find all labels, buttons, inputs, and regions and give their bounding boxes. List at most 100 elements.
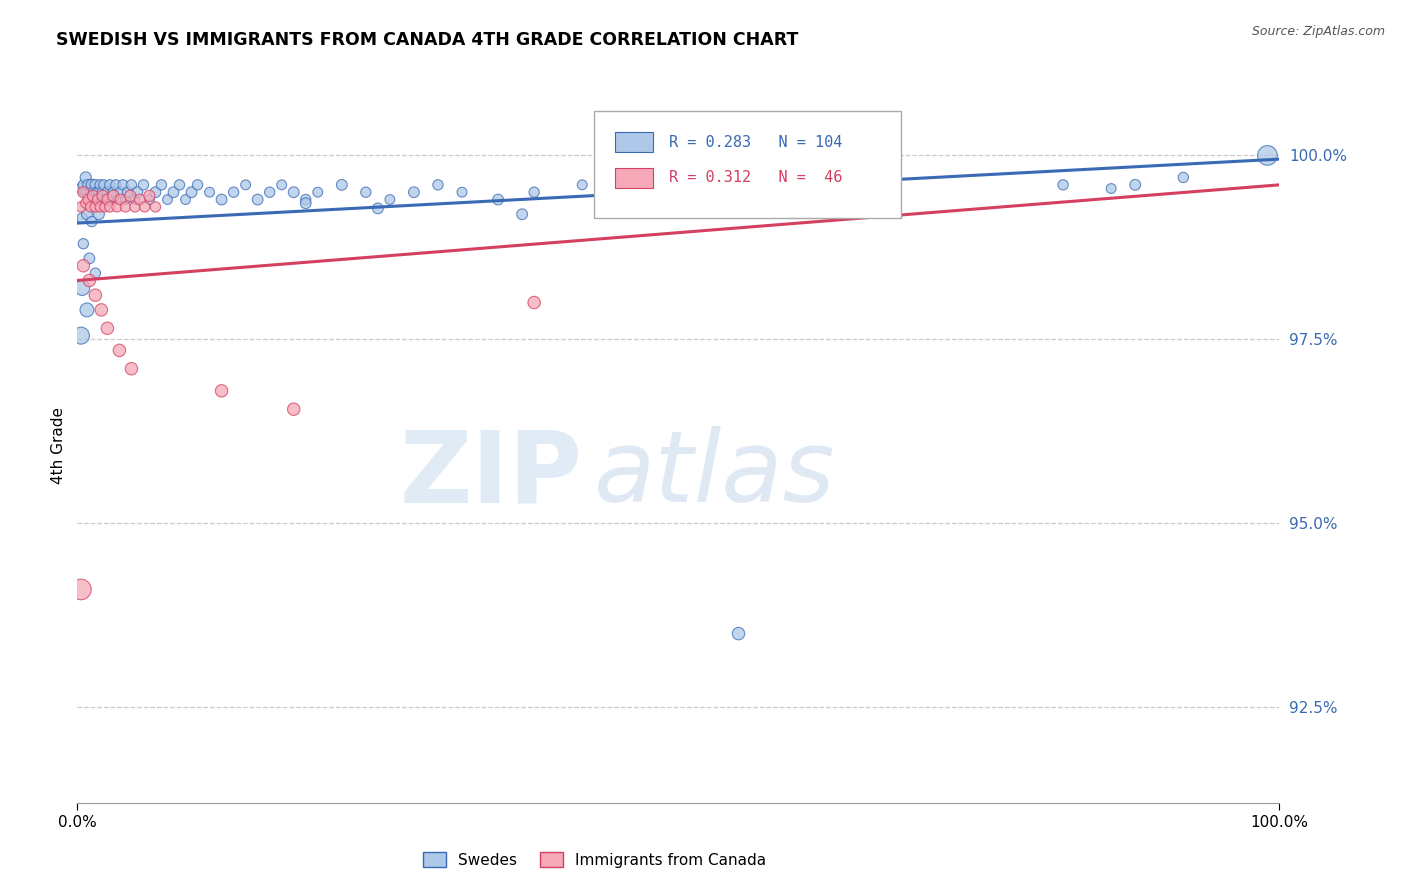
- Point: [77, 178, 100, 192]
- Point: [128, 193, 150, 207]
- Point: [367, 202, 389, 216]
- Point: [283, 185, 305, 199]
- Point: [402, 185, 425, 199]
- Point: [72, 259, 94, 273]
- Point: [145, 185, 167, 199]
- Point: [114, 200, 136, 214]
- Point: [96, 185, 118, 199]
- Point: [73, 185, 96, 199]
- Point: [138, 193, 160, 207]
- Point: [523, 295, 546, 310]
- Point: [1123, 178, 1146, 192]
- Point: [222, 185, 245, 199]
- Point: [523, 185, 546, 199]
- Bar: [614, 168, 654, 187]
- Point: [72, 178, 94, 192]
- Point: [124, 200, 146, 214]
- Point: [108, 343, 131, 358]
- Point: [82, 185, 104, 199]
- Point: [79, 252, 101, 266]
- Point: [132, 178, 155, 192]
- Point: [354, 185, 377, 199]
- Point: [607, 193, 630, 207]
- Point: [180, 185, 202, 199]
- Text: SWEDISH VS IMMIGRANTS FROM CANADA 4TH GRADE CORRELATION CHART: SWEDISH VS IMMIGRANTS FROM CANADA 4TH GR…: [56, 31, 799, 49]
- Point: [486, 193, 509, 207]
- Point: [120, 361, 142, 376]
- Point: [145, 200, 167, 214]
- Point: [294, 193, 316, 207]
- Point: [451, 185, 474, 199]
- Point: [124, 193, 146, 207]
- Point: [84, 266, 107, 280]
- Point: [70, 281, 93, 295]
- Point: [87, 207, 110, 221]
- Text: R = 0.312   N =  46: R = 0.312 N = 46: [669, 170, 842, 186]
- Point: [283, 402, 305, 417]
- Point: [84, 288, 107, 302]
- Point: [270, 178, 292, 192]
- Point: [156, 193, 179, 207]
- Point: [79, 273, 101, 287]
- Point: [70, 211, 93, 225]
- Point: [90, 193, 112, 207]
- Point: [162, 185, 184, 199]
- Point: [80, 214, 103, 228]
- Point: [174, 193, 197, 207]
- Point: [1256, 148, 1278, 162]
- Point: [79, 193, 101, 207]
- Point: [93, 178, 115, 192]
- Text: R = 0.283   N = 104: R = 0.283 N = 104: [669, 135, 842, 150]
- Point: [134, 200, 156, 214]
- Point: [378, 193, 401, 207]
- Point: [1099, 181, 1122, 195]
- Text: ZIP: ZIP: [399, 426, 582, 523]
- Point: [80, 178, 103, 192]
- Y-axis label: 4th Grade: 4th Grade: [51, 408, 66, 484]
- Point: [427, 178, 450, 192]
- Point: [211, 384, 233, 398]
- Point: [98, 178, 121, 192]
- Point: [211, 193, 233, 207]
- Point: [117, 185, 139, 199]
- Point: [127, 185, 149, 199]
- Point: [330, 178, 353, 192]
- Point: [75, 170, 97, 185]
- Point: [75, 196, 97, 211]
- Point: [307, 185, 329, 199]
- Point: [89, 178, 111, 192]
- Point: [84, 200, 107, 214]
- Point: [87, 193, 110, 207]
- Point: [668, 185, 690, 199]
- Bar: [614, 132, 654, 152]
- Point: [83, 193, 105, 207]
- Point: [96, 193, 118, 207]
- Point: [169, 178, 191, 192]
- Point: [90, 302, 112, 317]
- Point: [120, 189, 142, 203]
- Point: [89, 200, 111, 214]
- Point: [72, 185, 94, 199]
- Point: [110, 193, 132, 207]
- Point: [84, 178, 107, 192]
- Point: [198, 185, 221, 199]
- Point: [110, 185, 132, 199]
- Point: [79, 200, 101, 214]
- Point: [98, 200, 121, 214]
- Point: [1052, 178, 1074, 192]
- Point: [76, 207, 98, 221]
- Point: [246, 193, 269, 207]
- Point: [91, 189, 114, 203]
- Point: [87, 185, 110, 199]
- Point: [82, 189, 104, 203]
- Point: [138, 189, 160, 203]
- Text: atlas: atlas: [595, 426, 837, 523]
- Point: [86, 185, 108, 199]
- Point: [103, 185, 125, 199]
- Point: [187, 178, 209, 192]
- Point: [70, 328, 93, 343]
- Point: [1173, 170, 1195, 185]
- Point: [101, 193, 124, 207]
- Point: [120, 178, 142, 192]
- Point: [103, 189, 125, 203]
